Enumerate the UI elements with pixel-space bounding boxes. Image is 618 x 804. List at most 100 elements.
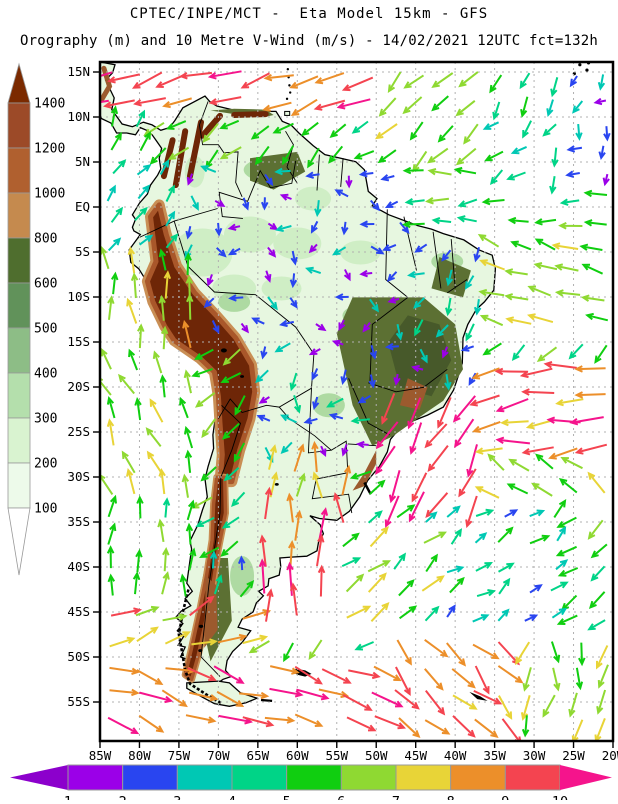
wind-vector (301, 121, 319, 137)
wind-vector (550, 77, 559, 98)
wind-vector (227, 247, 241, 256)
wind-vector (384, 342, 399, 351)
lon-tick-label: 65W (247, 748, 270, 763)
wind-vector (194, 348, 214, 360)
wind-vector (107, 716, 140, 735)
wind-vector (381, 393, 396, 425)
lon-tick-label: 70W (207, 748, 230, 763)
wind-vector (107, 573, 116, 596)
wind-vector (495, 436, 531, 445)
wind-vector (131, 71, 163, 89)
wind-vector (424, 605, 440, 622)
wind-speed-label: 8 (447, 794, 455, 800)
wind-vector (424, 423, 448, 449)
wind-vector (220, 372, 242, 384)
lat-tick-label: 35S (67, 514, 90, 529)
wind-vector (157, 518, 165, 543)
wind-vector (441, 249, 452, 262)
wind-vector (395, 666, 411, 697)
wind-arrows-layer (100, 70, 611, 741)
wind-vector (375, 123, 398, 140)
wind-vector (527, 285, 551, 297)
wind-vector (191, 367, 213, 378)
wind-vector (387, 296, 400, 304)
orography-band (7, 327, 31, 374)
wind-vector (453, 166, 477, 175)
wind-vector (393, 373, 401, 386)
wind-vector (587, 619, 606, 631)
wind-vector (162, 613, 188, 622)
wind-vector (132, 571, 141, 595)
wind-vector (264, 270, 272, 283)
lat-tick-label: 15N (67, 64, 90, 79)
wind-vector (163, 270, 172, 299)
wind-vector (402, 96, 423, 115)
wind-vector (374, 715, 407, 730)
wind-vector (395, 323, 404, 341)
wind-vector (237, 555, 246, 571)
wind-vector (560, 456, 583, 470)
wind-vector (371, 691, 404, 708)
wind-vector (403, 74, 425, 89)
wind-vector (184, 449, 193, 473)
wind-vector (165, 210, 176, 227)
wind-vector (100, 71, 113, 78)
wind-vector (242, 716, 275, 728)
wind-vector (555, 559, 569, 571)
wind-vector (369, 526, 389, 548)
lat-tick-label: 15S (67, 334, 90, 349)
wind-vector (181, 473, 190, 498)
wind-vector (162, 546, 170, 572)
wind-vector (521, 446, 554, 456)
wind-vector (100, 245, 110, 270)
wind-vector (128, 348, 139, 371)
orography-level-label: 200 (34, 457, 57, 472)
wind-vector (135, 109, 145, 128)
wind-vector (290, 250, 298, 266)
wind-vector (200, 165, 217, 173)
wind-vector (427, 167, 452, 176)
wind-vector (135, 548, 143, 573)
wind-vector (594, 718, 606, 741)
wind-vector (393, 552, 407, 570)
wind-speed-label: 4 (228, 794, 236, 800)
wind-vector (240, 72, 270, 89)
wind-vector (219, 119, 240, 130)
wind-vector (388, 470, 401, 504)
wind-vector (136, 626, 159, 643)
wind-vector (507, 216, 529, 225)
wind-vector (553, 498, 567, 518)
lat-tick-label: 55S (67, 694, 90, 709)
wind-vector (525, 419, 553, 430)
wind-vector (465, 323, 475, 342)
wind-vector (402, 220, 425, 229)
wind-vector (519, 367, 553, 379)
wind-vector (367, 560, 392, 573)
wind-vector (402, 166, 424, 175)
wind-vector (110, 206, 124, 223)
wind-vector (566, 145, 583, 153)
wind-vector (134, 206, 148, 221)
lat-tick-label: 30S (67, 469, 90, 484)
wind-vector (565, 170, 580, 178)
wind-vector (138, 714, 165, 733)
lat-tick-label: 5S (75, 244, 90, 259)
wind-speed-label: 7 (392, 794, 400, 800)
wind-vector (375, 445, 396, 475)
wind-vector (394, 689, 420, 710)
orography-level-label: 1200 (34, 142, 65, 157)
wind-vector (585, 312, 609, 322)
wind-vector (293, 443, 305, 472)
wind-vector (377, 149, 397, 164)
lat-tick-label: 50S (67, 649, 90, 664)
wind-vector (568, 692, 578, 718)
wind-vector (219, 146, 242, 160)
wind-vector (134, 397, 142, 421)
wind-vector (165, 233, 179, 249)
lat-tick-label: EQ (75, 199, 90, 214)
wind-vector (404, 198, 425, 206)
wind-vector (184, 425, 194, 449)
wind-vector (100, 99, 109, 104)
wind-speed-label: 6 (337, 794, 345, 800)
wind-vector (334, 189, 349, 198)
